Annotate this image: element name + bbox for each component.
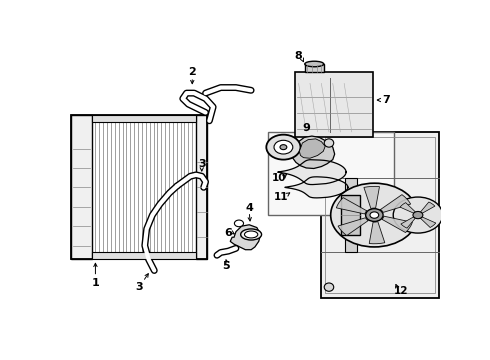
Text: 4: 4	[245, 203, 253, 213]
Polygon shape	[420, 217, 436, 228]
Text: 3: 3	[135, 282, 143, 292]
Bar	[92, 115, 196, 122]
Circle shape	[366, 209, 383, 221]
Polygon shape	[380, 195, 411, 212]
Bar	[305, 64, 324, 72]
Bar	[342, 195, 360, 235]
Circle shape	[413, 211, 423, 219]
Bar	[71, 115, 92, 260]
Polygon shape	[285, 177, 348, 198]
Ellipse shape	[305, 61, 324, 67]
Text: 3: 3	[198, 159, 206, 169]
Bar	[268, 132, 393, 215]
Ellipse shape	[245, 231, 258, 238]
Text: 2: 2	[188, 67, 196, 77]
Polygon shape	[230, 225, 261, 250]
Bar	[92, 252, 196, 260]
Text: 5: 5	[222, 261, 230, 271]
Bar	[325, 138, 435, 293]
Polygon shape	[364, 186, 379, 208]
Circle shape	[331, 183, 418, 247]
Bar	[71, 115, 207, 260]
Circle shape	[280, 145, 287, 150]
Polygon shape	[278, 159, 346, 185]
Circle shape	[274, 140, 293, 154]
Text: 6: 6	[224, 228, 232, 238]
Text: 12: 12	[394, 286, 408, 296]
Polygon shape	[420, 202, 435, 213]
Ellipse shape	[324, 139, 334, 147]
Bar	[321, 132, 439, 298]
Polygon shape	[292, 136, 335, 168]
Text: 9: 9	[302, 123, 310, 133]
Circle shape	[234, 220, 244, 227]
Polygon shape	[369, 222, 385, 244]
Text: 10: 10	[271, 173, 286, 183]
Text: 11: 11	[273, 192, 288, 202]
Text: 7: 7	[382, 95, 390, 105]
Polygon shape	[338, 218, 368, 235]
Circle shape	[267, 135, 300, 159]
Polygon shape	[299, 139, 325, 158]
Text: 1: 1	[92, 278, 99, 288]
Polygon shape	[401, 217, 416, 228]
Bar	[196, 115, 207, 260]
Text: 8: 8	[294, 51, 302, 61]
Polygon shape	[382, 216, 413, 233]
Ellipse shape	[324, 283, 334, 291]
Polygon shape	[336, 198, 367, 214]
Polygon shape	[400, 203, 416, 213]
Circle shape	[393, 197, 442, 233]
Ellipse shape	[241, 229, 262, 240]
FancyBboxPatch shape	[295, 72, 372, 138]
Bar	[345, 179, 357, 252]
Circle shape	[370, 212, 379, 218]
